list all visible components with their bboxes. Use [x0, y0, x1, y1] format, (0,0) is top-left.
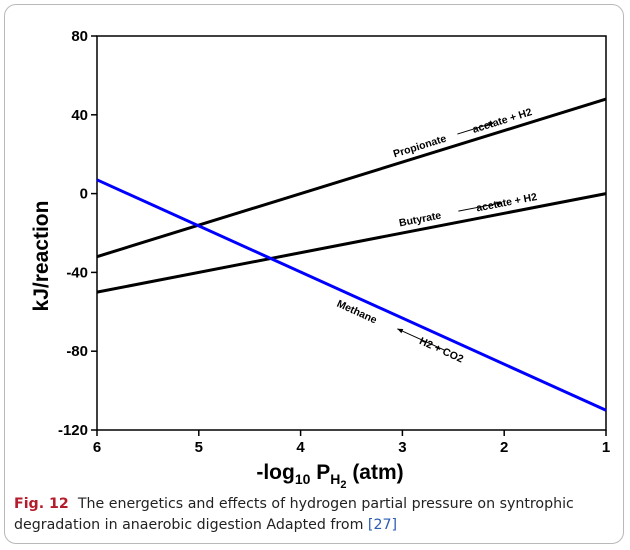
figure-label: Fig. 12 [14, 496, 69, 512]
annotation-arrowhead [397, 328, 404, 334]
chart-series [96, 97, 607, 412]
annotation-arrow [457, 122, 495, 135]
methane-annotation: Methane H2 + CO2 [335, 298, 465, 366]
y-tick-label: -40 [66, 264, 88, 281]
chart-axes: 80 40 0 -40 -80 -120 6 5 4 3 2 1 [58, 28, 610, 456]
y-tick-label: 0 [80, 186, 88, 203]
figure-frame [4, 4, 624, 544]
annotation-arrowhead [496, 201, 503, 207]
x-tick-label: 5 [195, 439, 203, 456]
x-tick-label: 2 [500, 439, 508, 456]
y-tick-label: -120 [58, 422, 88, 439]
annotation-product: H2 + CO2 [417, 335, 465, 365]
figure-caption: Fig. 12 The energetics and effects of hy… [14, 494, 610, 536]
annotation-reactant: Methane [335, 298, 379, 327]
methane-line [96, 178, 607, 412]
y-tick-label: 40 [71, 107, 88, 124]
y-tick-label: 80 [71, 28, 88, 45]
citation-link[interactable]: [27] [367, 517, 398, 533]
x-tick-label: 6 [93, 439, 101, 456]
caption-text: The energetics and effects of hydrogen p… [14, 496, 574, 533]
y-tick-label: -80 [66, 343, 88, 360]
annotation-arrow [458, 202, 503, 212]
butyrate-line [96, 192, 607, 294]
x-tick-label: 4 [296, 439, 305, 456]
annotation-product: acetate + H2 [475, 191, 538, 215]
y-axis-title: kJ/reaction [30, 201, 53, 312]
line-chart: 80 40 0 -40 -80 -120 6 5 4 3 2 1 Propionateacetate … [30, 28, 610, 490]
x-axis-title: -log10 PH2 (atm) [256, 461, 403, 490]
x-tick-label: 3 [398, 439, 406, 456]
annotation-arrow [397, 328, 446, 351]
x-tick-label: 1 [602, 439, 610, 456]
plot-area-border [96, 35, 607, 431]
propionate-line [96, 97, 607, 259]
annotation-arrowhead [488, 122, 495, 127]
